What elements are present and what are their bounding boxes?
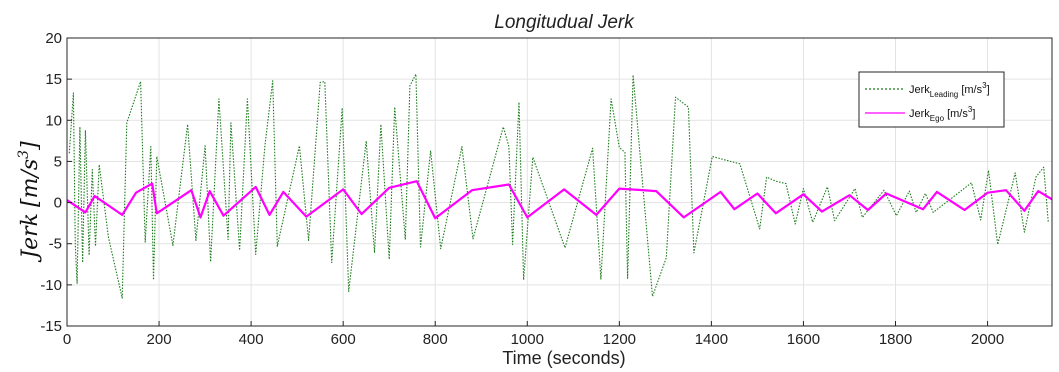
x-tick-label: 1600 bbox=[787, 331, 820, 348]
plot-frame bbox=[66, 37, 1053, 327]
y-tick-label: 5 bbox=[54, 153, 62, 170]
tick-labels: 0 200 400 600 800 1000 1200 1400 1600 1800 2000-15… bbox=[40, 30, 1004, 348]
x-tick-label: 2000 bbox=[971, 331, 1004, 348]
x-tick-label: 0 bbox=[63, 331, 71, 348]
y-tick-label: -5 bbox=[49, 236, 62, 253]
y-axis-label-close: ] bbox=[18, 141, 43, 151]
y-tick-label: -10 bbox=[40, 277, 62, 294]
x-tick-label: 1800 bbox=[879, 331, 912, 348]
y-axis-label-main: Jerk bbox=[18, 213, 43, 263]
chart-title: Longitudual Jerk bbox=[494, 12, 635, 33]
x-axis-label: Time (seconds) bbox=[502, 348, 625, 368]
series-jerk-ego bbox=[67, 180, 1052, 220]
y-axis-label-unit: [m/s bbox=[18, 159, 43, 207]
y-tick-label: 0 bbox=[54, 195, 62, 212]
legend-box bbox=[858, 71, 1005, 128]
legend: JerkLeading [m/s3] JerkEgo [m/s3] bbox=[858, 71, 1005, 128]
y-tick-label: -15 bbox=[40, 318, 62, 335]
x-tick-label: 200 bbox=[147, 331, 172, 348]
y-axis-label-sup: 3 bbox=[16, 150, 32, 159]
y-axis-label: Jerk [m/s3] bbox=[16, 141, 43, 263]
y-tick-label: 10 bbox=[45, 112, 62, 129]
x-tick-label: 1000 bbox=[511, 331, 544, 348]
x-tick-label: 1200 bbox=[603, 331, 636, 348]
x-tick-label: 1400 bbox=[695, 331, 728, 348]
x-tick-label: 600 bbox=[331, 331, 356, 348]
y-tick-label: 20 bbox=[45, 30, 62, 47]
legend-label-leading: JerkLeading [m/s3] bbox=[909, 81, 990, 99]
legend-label-ego: JerkEgo [m/s3] bbox=[909, 105, 975, 123]
x-tick-label: 400 bbox=[239, 331, 264, 348]
x-tick-label: 800 bbox=[423, 331, 448, 348]
y-tick-label: 15 bbox=[45, 71, 62, 88]
series-layer bbox=[67, 73, 1052, 299]
